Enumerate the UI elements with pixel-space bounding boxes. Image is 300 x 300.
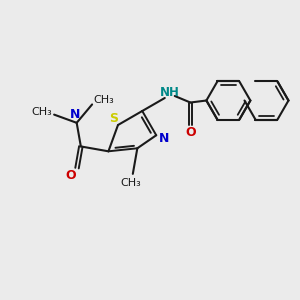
Text: N: N bbox=[70, 108, 80, 121]
Text: CH₃: CH₃ bbox=[94, 95, 115, 105]
Text: S: S bbox=[110, 112, 118, 124]
Text: CH₃: CH₃ bbox=[120, 178, 141, 188]
Text: O: O bbox=[185, 126, 196, 139]
Text: CH₃: CH₃ bbox=[32, 106, 52, 117]
Text: NH: NH bbox=[160, 85, 180, 98]
Text: O: O bbox=[66, 169, 76, 182]
Text: N: N bbox=[159, 132, 169, 145]
